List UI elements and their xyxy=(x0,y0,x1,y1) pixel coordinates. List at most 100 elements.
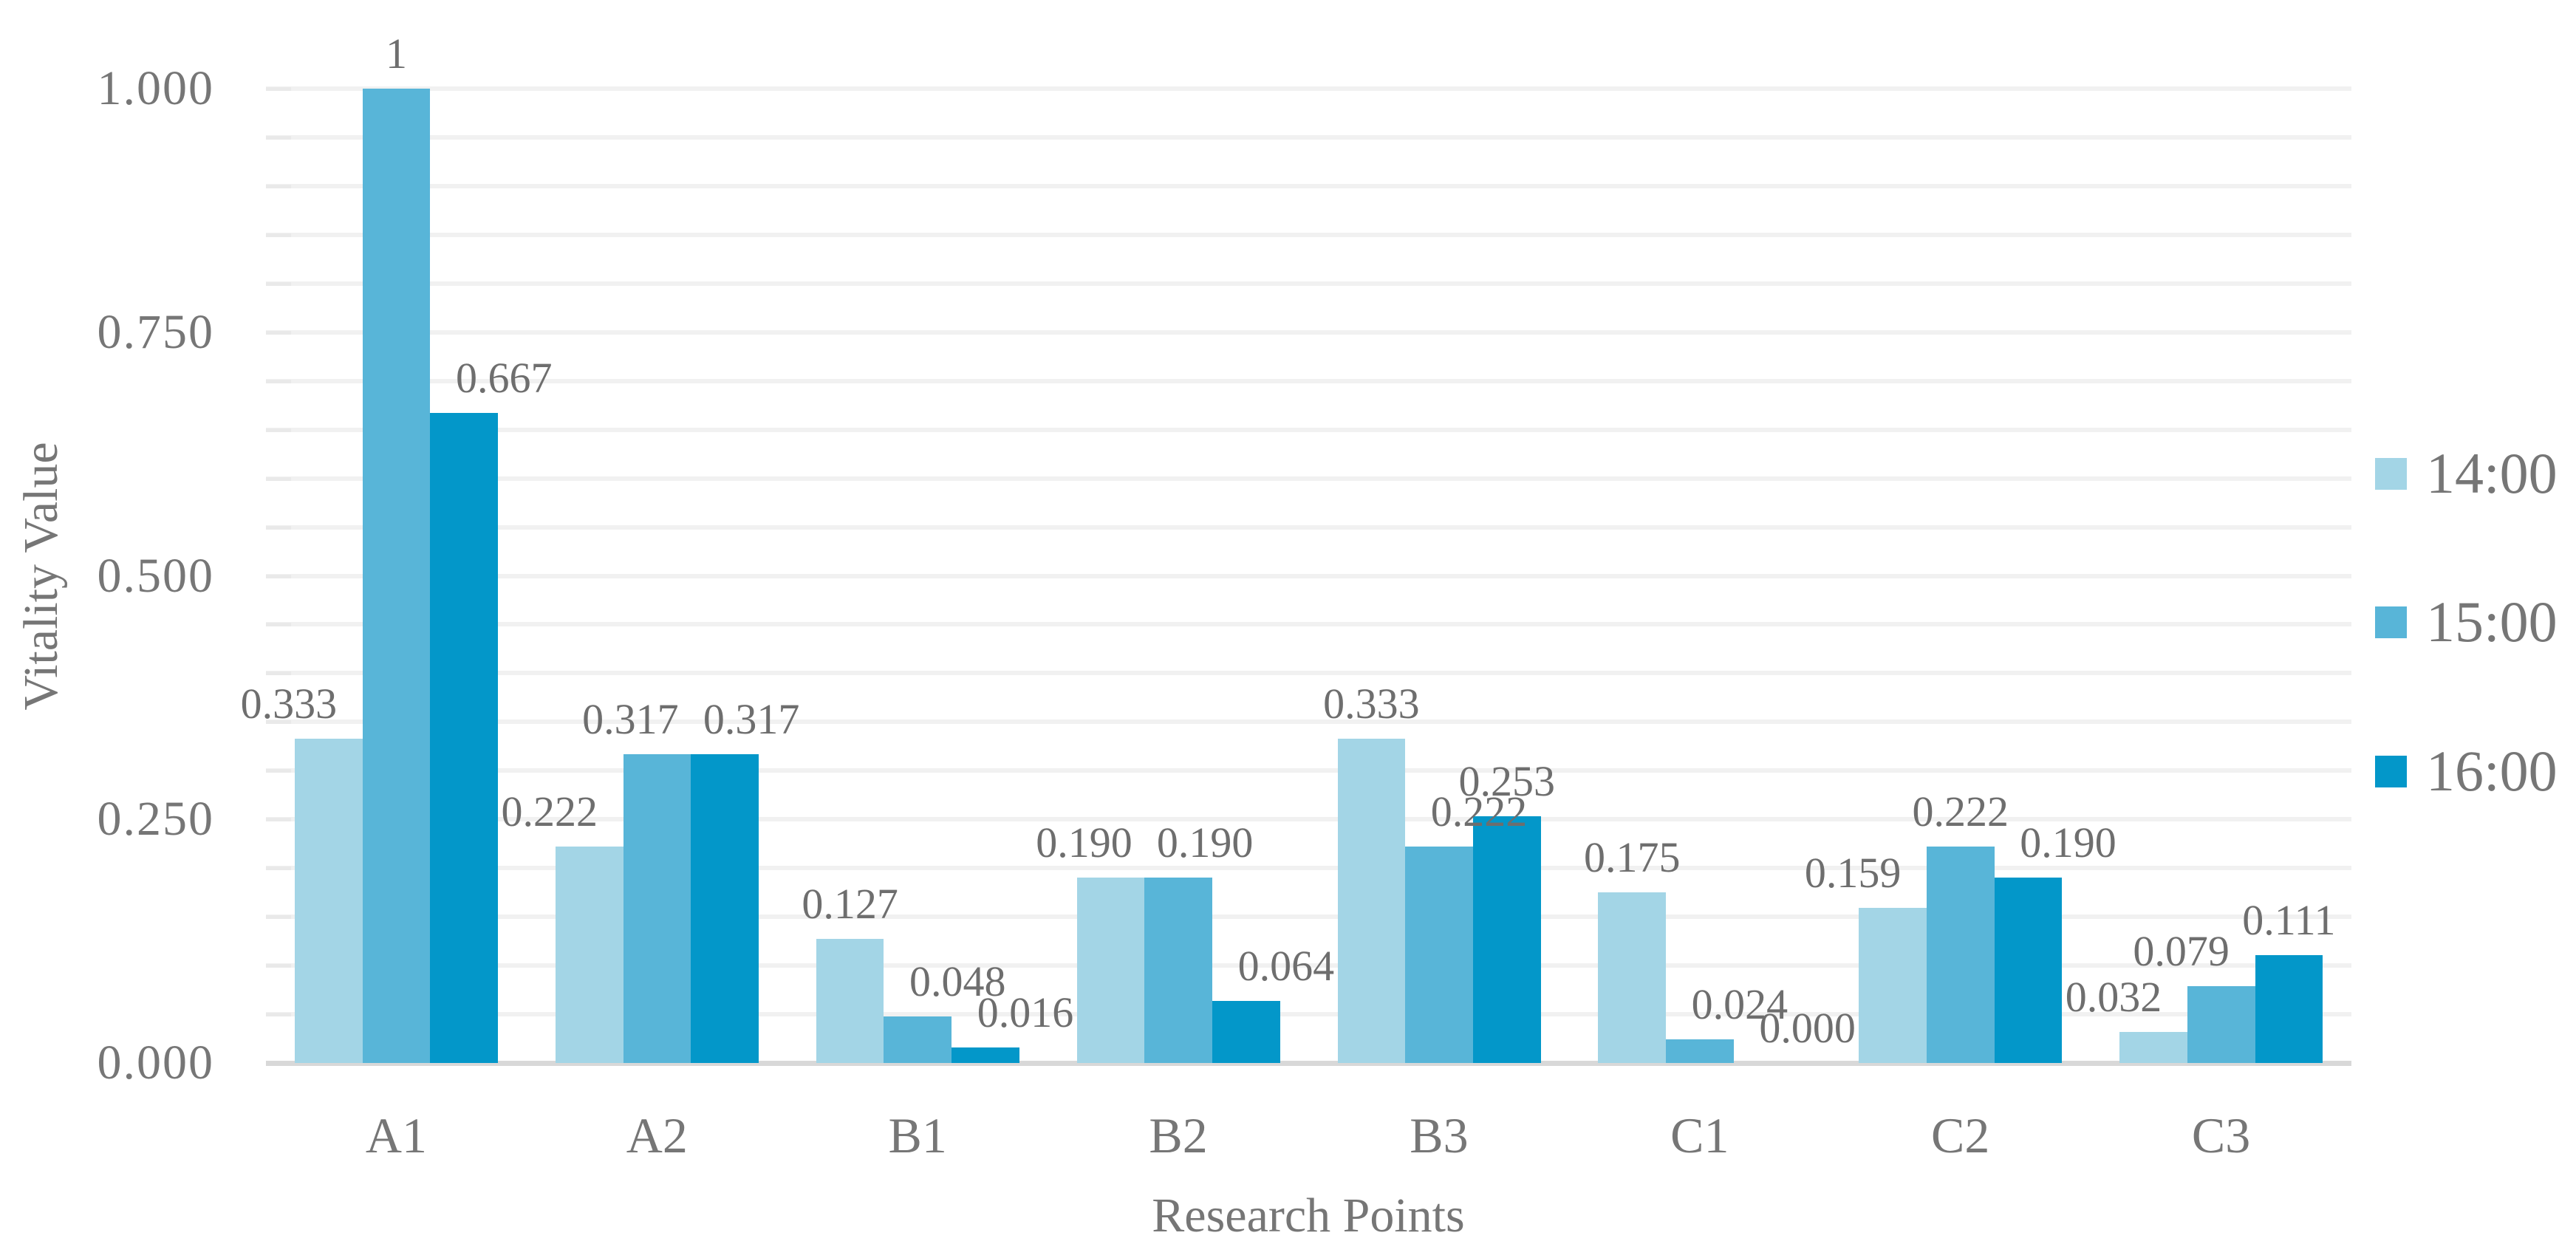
y-axis-tick xyxy=(266,428,291,432)
y-tick-label: 0.000 xyxy=(97,1036,214,1090)
bar-C2-15:00 xyxy=(1926,847,1995,1063)
gridline xyxy=(266,476,2351,481)
y-axis-title: Vitality Value xyxy=(14,442,68,711)
bar-B3-16:00 xyxy=(1472,816,1541,1063)
y-axis-tick xyxy=(266,769,291,773)
legend-item: 14:00 xyxy=(2375,440,2558,507)
gridline xyxy=(266,719,2351,725)
gridline xyxy=(266,1012,2351,1017)
data-label: 0.253 xyxy=(1458,757,1556,806)
bar-B2-15:00 xyxy=(1144,878,1212,1063)
data-label: 0.024 xyxy=(1691,980,1788,1029)
gridline xyxy=(266,183,2351,188)
x-axis-line xyxy=(266,1061,2351,1066)
y-axis-tick xyxy=(266,184,291,188)
gridline xyxy=(266,427,2351,432)
bar-B3-14:00 xyxy=(1337,738,1406,1063)
x-tick-label: C3 xyxy=(2191,1107,2251,1163)
x-tick-label: B2 xyxy=(1149,1107,1208,1163)
data-label: 0.190 xyxy=(1036,818,1132,867)
bar-A1-16:00 xyxy=(430,413,499,1063)
y-axis-tick xyxy=(266,574,291,578)
bar-A2-14:00 xyxy=(555,847,623,1063)
data-label: 0.032 xyxy=(2065,972,2162,1021)
x-tick-label: A2 xyxy=(626,1107,688,1163)
data-label: 0.317 xyxy=(703,694,800,743)
y-axis-tick xyxy=(266,964,291,968)
bar-C2-16:00 xyxy=(1994,878,2063,1063)
y-axis-tick xyxy=(266,866,291,871)
y-axis-tick xyxy=(266,623,291,627)
data-label: 0.222 xyxy=(1430,787,1528,836)
gridline xyxy=(266,671,2351,676)
data-label: 0.016 xyxy=(977,988,1074,1036)
y-tick-label: 0.750 xyxy=(97,304,214,359)
y-tick-label: 0.500 xyxy=(97,548,214,603)
bar-C1-14:00 xyxy=(1598,892,1667,1063)
x-tick-label: B1 xyxy=(888,1107,947,1163)
bar-B2-14:00 xyxy=(1076,878,1145,1063)
y-axis-tick xyxy=(266,330,291,335)
legend-swatch-14-00 xyxy=(2375,457,2407,490)
data-label: 0.064 xyxy=(1237,941,1335,990)
bar-A2-16:00 xyxy=(691,753,759,1063)
data-label: 0.127 xyxy=(802,880,898,929)
gridline xyxy=(266,817,2351,822)
bar-A2-15:00 xyxy=(623,753,691,1063)
gridline xyxy=(266,915,2351,920)
data-label: 0.222 xyxy=(501,787,598,836)
gridline xyxy=(266,524,2351,530)
y-tick-label: 0.250 xyxy=(97,792,214,847)
y-axis-tick xyxy=(266,87,291,91)
data-label: 0.222 xyxy=(1912,787,2009,836)
legend-swatch-15-00 xyxy=(2375,606,2407,638)
gridline xyxy=(266,963,2351,968)
y-axis-tick xyxy=(266,1013,291,1017)
bar-B2-16:00 xyxy=(1212,1000,1280,1063)
bar-B1-14:00 xyxy=(816,939,884,1063)
data-label: 0.317 xyxy=(582,694,679,743)
gridline xyxy=(266,768,2351,773)
bar-C3-14:00 xyxy=(2119,1031,2187,1063)
legend-item: 15:00 xyxy=(2375,589,2558,655)
bar-C1-15:00 xyxy=(1666,1039,1734,1063)
legend-swatch-16-00 xyxy=(2375,755,2407,787)
legend-item: 16:00 xyxy=(2375,738,2558,804)
data-label: 0.048 xyxy=(909,957,1006,1005)
gridline xyxy=(266,281,2351,286)
gridline xyxy=(266,86,2351,91)
gridline xyxy=(266,622,2351,627)
data-label: 0.667 xyxy=(456,354,553,403)
gridline xyxy=(266,866,2351,871)
data-label: 0.159 xyxy=(1804,849,1902,898)
y-axis-tick xyxy=(266,525,291,530)
data-label: 1 xyxy=(386,30,408,78)
bar-B1-15:00 xyxy=(884,1016,952,1063)
bar-B3-15:00 xyxy=(1405,847,1473,1063)
gridline xyxy=(266,329,2351,335)
x-tick-label: C2 xyxy=(1931,1107,1990,1163)
x-tick-label: B3 xyxy=(1410,1107,1469,1163)
gridline xyxy=(266,378,2351,383)
y-axis-tick xyxy=(266,476,291,481)
y-axis-tick xyxy=(266,720,291,725)
bar-A1-14:00 xyxy=(295,738,363,1063)
bar-A1-15:00 xyxy=(362,89,431,1063)
bar-C3-15:00 xyxy=(2187,985,2255,1063)
data-label: 0.000 xyxy=(1759,1004,1856,1052)
data-label: 0.190 xyxy=(2020,818,2117,867)
x-tick-label: A1 xyxy=(365,1107,427,1163)
gridline xyxy=(266,232,2351,237)
y-tick-label: 1.000 xyxy=(97,61,214,115)
bar-B1-16:00 xyxy=(952,1047,1019,1063)
data-label: 0.111 xyxy=(2242,895,2336,944)
gridline xyxy=(266,573,2351,578)
x-axis-title: Research Points xyxy=(1152,1189,1465,1242)
data-label: 0.333 xyxy=(240,679,338,728)
data-label: 0.333 xyxy=(1323,679,1420,728)
y-axis-tick xyxy=(266,915,291,920)
legend-label: 16:00 xyxy=(2426,739,2558,803)
data-label: 0.190 xyxy=(1156,818,1254,867)
y-axis-tick xyxy=(266,818,291,822)
